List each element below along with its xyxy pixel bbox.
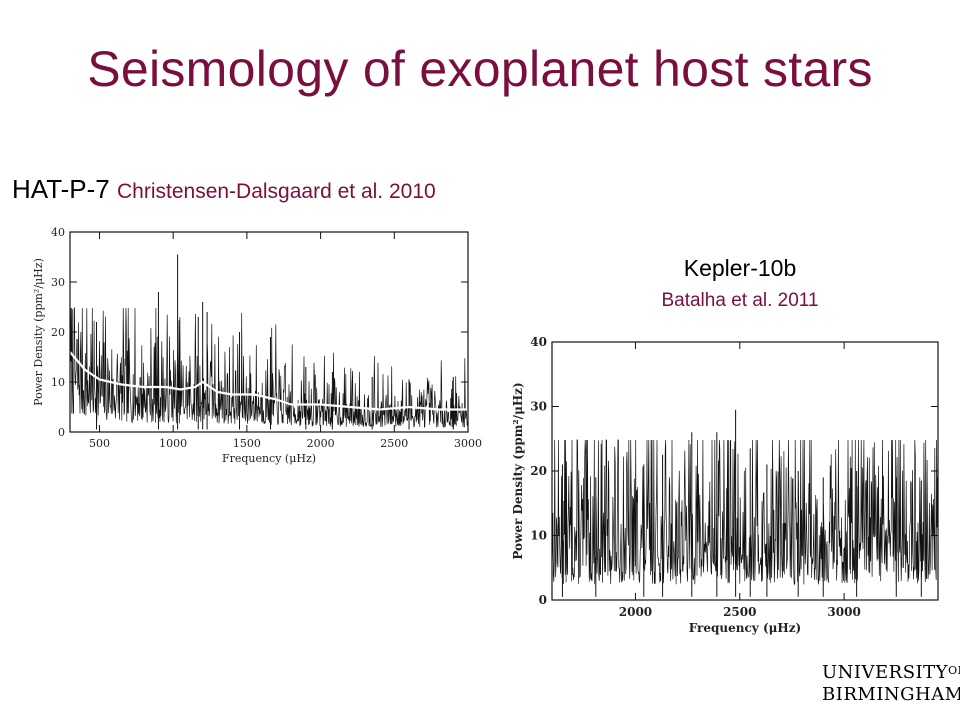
hat-x-tick-label: 1000 <box>159 437 187 450</box>
hat-x-tick-label: 3000 <box>454 437 482 450</box>
kepler-x-tick-label: 2000 <box>619 605 652 619</box>
hat-spectrum-series <box>69 307 469 428</box>
kepler-10b-citation: Batalha et al. 2011 <box>661 290 819 311</box>
hat-y-tick-label: 30 <box>51 276 65 289</box>
hat-x-axis-label: Frequency (μHz) <box>222 452 316 465</box>
kepler-x-tick-label: 2500 <box>723 605 756 619</box>
kepler-y-tick-label: 10 <box>530 529 547 543</box>
hat-x-tick-label: 500 <box>89 437 110 450</box>
logo-of: OF <box>948 664 960 677</box>
hat-x-tick-label: 2000 <box>307 437 335 450</box>
logo-line-1: UNIVERSITY <box>822 662 949 683</box>
hat-p-7-citation: Christensen-Dalsgaard et al. 2010 <box>117 180 436 203</box>
logo-line-2: BIRMINGHAM <box>822 684 960 705</box>
kepler-x-tick-label: 3000 <box>827 605 860 619</box>
hat-p-7-name: HAT-P-7 <box>12 174 110 204</box>
kepler-y-tick-label: 30 <box>530 400 547 414</box>
kepler-10b-label: Kepler-10b Batalha et al. 2011 <box>540 255 940 312</box>
hat-y-tick-label: 10 <box>51 376 65 389</box>
hat-smoothed-background-line <box>69 351 468 411</box>
kepler-y-tick-label: 40 <box>530 335 547 349</box>
kepler-10b-name: Kepler-10b <box>683 255 797 281</box>
hat-x-tick-label: 1500 <box>233 437 261 450</box>
kepler-y-tick-label: 0 <box>539 593 547 607</box>
kepler-spectrum-series <box>551 439 939 586</box>
kepler-y-axis-label: Power Density (ppm²/μHz) <box>511 382 525 559</box>
hat-y-tick-label: 0 <box>58 426 65 439</box>
hat-p-7-power-spectrum-chart: 500 1000 1500 2000 2500 3000 0 10 20 30 40 Frequenc… <box>32 226 482 465</box>
kepler-y-tick-label: 20 <box>530 464 547 478</box>
hat-p-7-label: HAT-P-7 Christensen-Dalsgaard et al. 201… <box>12 174 436 205</box>
kepler-10b-power-spectrum-chart: 2000 2500 3000 0 10 20 30 40 Frequency (μHz) Powe… <box>511 335 939 635</box>
university-logo: UNIVERSITYOF BIRMINGHAM <box>822 662 960 706</box>
hat-y-axis-label: Power Density (ppm²/μHz) <box>32 258 45 406</box>
hat-y-tick-label: 40 <box>51 226 65 239</box>
kepler-x-axis-label: Frequency (μHz) <box>689 621 802 635</box>
slide-title: Seismology of exoplanet host stars <box>87 41 873 97</box>
hat-y-tick-label: 20 <box>51 326 65 339</box>
hat-x-tick-label: 2500 <box>380 437 408 450</box>
